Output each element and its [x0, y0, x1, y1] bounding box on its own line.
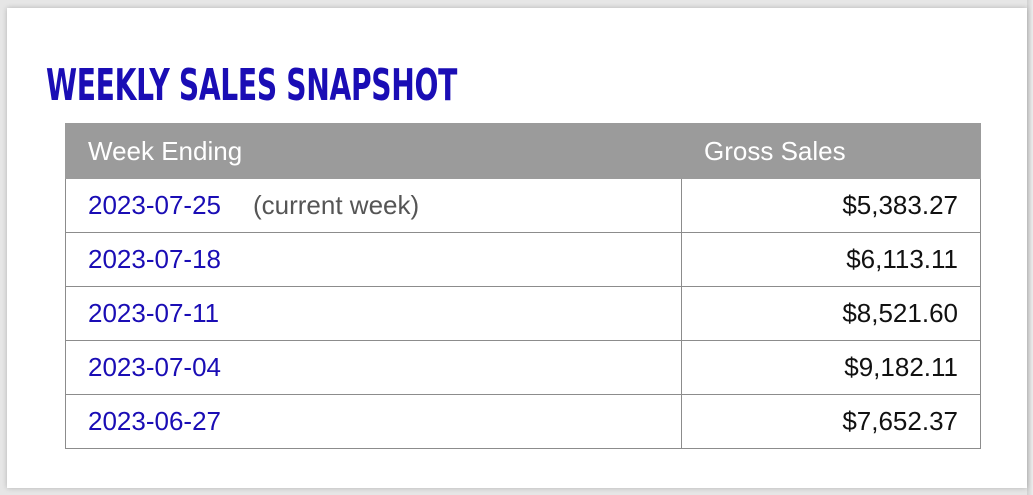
week-ending-link[interactable]: 2023-07-25	[88, 190, 221, 220]
window-edge-shadow	[1027, 0, 1033, 495]
week-ending-cell: 2023-07-11	[65, 286, 682, 341]
gross-sales-cell: $6,113.11	[681, 232, 981, 287]
week-ending-link[interactable]: 2023-07-18	[88, 244, 221, 274]
table-row: 2023-07-11 $8,521.60	[65, 286, 981, 341]
table-row: 2023-07-18 $6,113.11	[65, 232, 981, 287]
column-header-gross-sales: Gross Sales	[681, 123, 981, 179]
weekly-sales-table: Week Ending Gross Sales 2023-07-25 (curre…	[65, 123, 981, 449]
week-ending-link[interactable]: 2023-07-11	[88, 298, 220, 328]
gross-sales-cell: $5,383.27	[681, 178, 981, 233]
week-ending-cell: 2023-07-04	[65, 340, 682, 395]
current-week-note: (current week)	[253, 190, 420, 220]
gross-sales-cell: $8,521.60	[681, 286, 981, 341]
column-header-week-ending: Week Ending	[65, 123, 682, 179]
week-ending-link[interactable]: 2023-06-27	[88, 406, 221, 436]
gross-sales-cell: $9,182.11	[681, 340, 981, 395]
table-row: 2023-07-04 $9,182.11	[65, 340, 981, 395]
week-ending-cell: 2023-06-27	[65, 394, 682, 449]
week-ending-cell: 2023-07-25 (current week)	[65, 178, 682, 233]
week-ending-link[interactable]: 2023-07-04	[88, 352, 221, 382]
week-ending-cell: 2023-07-18	[65, 232, 682, 287]
page-title: WEEKLY SALES SNAPSHOT	[46, 60, 458, 111]
table-header-row: Week Ending Gross Sales	[65, 123, 981, 179]
table-row: 2023-06-27 $7,652.37	[65, 394, 981, 449]
gross-sales-cell: $7,652.37	[681, 394, 981, 449]
table-row: 2023-07-25 (current week) $5,383.27	[65, 178, 981, 233]
